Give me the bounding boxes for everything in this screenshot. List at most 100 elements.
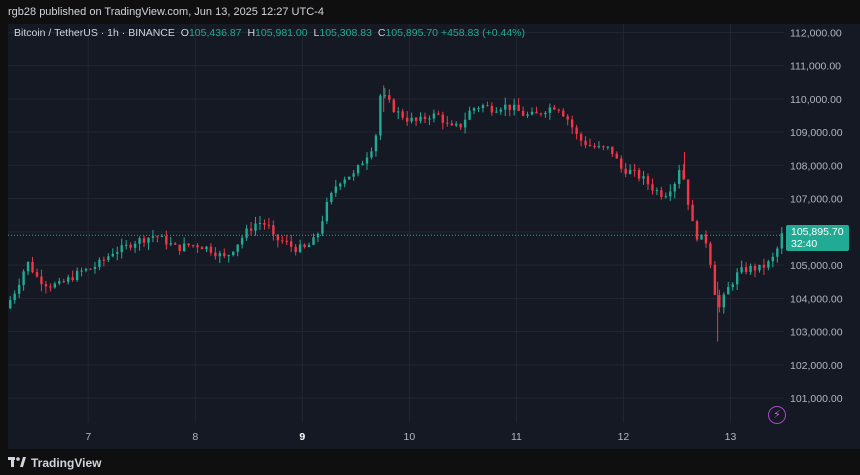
candle <box>602 145 605 151</box>
candle-body <box>566 116 569 120</box>
candle <box>205 245 208 253</box>
candle <box>780 227 783 254</box>
candle <box>677 164 681 189</box>
symbol-name[interactable]: Bitcoin / TetherUS · 1h · BINANCE <box>14 27 175 39</box>
candle <box>472 107 476 115</box>
candle <box>584 136 587 149</box>
candle <box>169 236 172 247</box>
candle-body <box>102 259 106 261</box>
candle <box>557 108 560 113</box>
candle <box>397 107 400 120</box>
candle <box>597 141 601 149</box>
candle <box>120 238 123 259</box>
candle-body <box>294 246 297 253</box>
candle <box>499 107 503 115</box>
candle <box>71 270 74 282</box>
candle-body <box>771 256 775 262</box>
candle-body <box>405 117 409 122</box>
lightning-icon[interactable]: ⚡ <box>768 406 786 424</box>
candle-body <box>691 204 694 222</box>
candle-body <box>562 110 565 117</box>
candle <box>570 115 574 134</box>
candle <box>62 278 65 283</box>
candle <box>254 216 257 236</box>
candle <box>339 182 342 191</box>
candle <box>334 179 337 198</box>
candle-body <box>67 277 70 282</box>
candle-body <box>570 119 574 128</box>
candle-body <box>628 169 632 174</box>
candle <box>289 234 293 252</box>
candle-body <box>767 261 770 268</box>
candle <box>642 171 645 185</box>
candle-body <box>232 251 235 256</box>
candle-body <box>468 110 471 120</box>
candle-body <box>669 191 672 197</box>
plot-area <box>8 24 784 423</box>
symbol-legend[interactable]: Bitcoin / TetherUS · 1h · BINANCE O105,4… <box>14 27 525 39</box>
last-price-value: 105,895.70 <box>791 226 844 238</box>
high-value: 105,981.00 <box>255 27 308 39</box>
candle <box>579 132 583 147</box>
candle-body <box>285 240 288 242</box>
open-value: 105,436.87 <box>188 27 242 39</box>
candle-body <box>499 109 503 112</box>
candle <box>419 112 422 124</box>
candle-body <box>392 99 395 113</box>
candle <box>588 138 592 147</box>
low-value: 105,308.83 <box>319 27 372 39</box>
candle-body <box>740 267 743 273</box>
candle <box>272 220 275 241</box>
candle <box>410 112 413 124</box>
candle-body <box>602 146 605 148</box>
candle <box>285 235 288 246</box>
candle-body <box>597 146 601 148</box>
candle <box>196 243 199 254</box>
candle-body <box>356 165 360 174</box>
candle-body <box>718 294 721 308</box>
candle-body <box>370 151 373 158</box>
candle <box>450 120 453 126</box>
candle <box>611 146 614 158</box>
y-axis-area <box>784 24 860 423</box>
candle-body <box>463 119 467 128</box>
candle <box>129 242 132 251</box>
candle <box>236 244 239 257</box>
candle-body <box>709 243 712 265</box>
candle-body <box>129 244 132 248</box>
candle-body <box>147 237 150 243</box>
candle <box>9 295 12 310</box>
candle <box>218 250 222 264</box>
candle-body <box>553 107 556 110</box>
tradingview-logo[interactable]: TradingView <box>8 456 101 470</box>
candle <box>562 108 565 118</box>
candle-body <box>419 116 422 121</box>
candle-body <box>240 237 244 245</box>
candle <box>713 261 717 296</box>
candle <box>512 98 516 116</box>
candle-body <box>49 286 52 288</box>
candle-body <box>575 127 578 135</box>
candle-body <box>9 300 12 309</box>
candle-body <box>374 135 378 152</box>
candle <box>383 88 387 99</box>
y-tick-label: 104,000.00 <box>790 293 843 305</box>
candle-body <box>646 176 650 185</box>
candle <box>102 256 106 267</box>
candle <box>490 102 494 116</box>
candle-body <box>44 284 48 287</box>
candle <box>98 257 101 271</box>
candle <box>330 191 333 205</box>
candle <box>727 281 730 295</box>
candle <box>93 261 97 274</box>
candle-body <box>98 259 101 267</box>
candle-body <box>174 243 177 245</box>
candle <box>44 280 48 294</box>
candle-body <box>441 114 445 123</box>
candle-body <box>187 243 190 246</box>
candle <box>307 242 311 248</box>
candle <box>22 269 25 291</box>
candle <box>347 176 351 180</box>
candle <box>432 109 436 123</box>
